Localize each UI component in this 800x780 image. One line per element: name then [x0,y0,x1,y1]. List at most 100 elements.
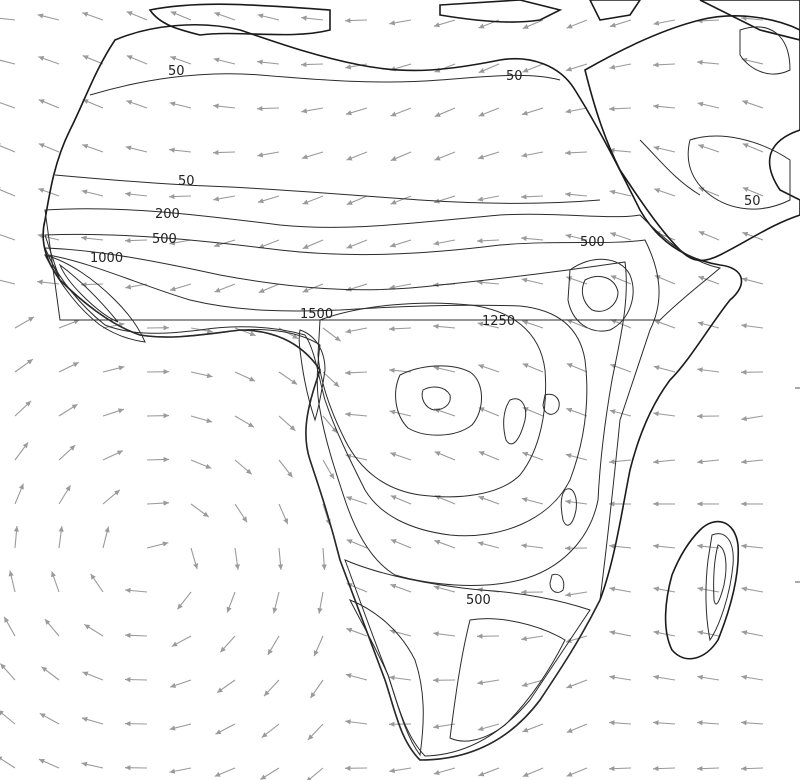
wind-arrowhead [310,692,316,699]
wind-arrowhead [0,143,1,145]
wind-arrowhead [477,196,484,202]
wind-arrowhead [81,189,88,195]
wind-arrowhead [90,573,96,580]
wind-arrowhead [114,489,120,496]
wind-arrowhead [697,674,704,680]
wind-arrowhead [741,630,748,636]
wind-arrowhead [163,500,169,506]
wind-arrowhead [126,100,133,105]
wind-arrowhead [478,68,485,73]
contour-label: 50 [744,194,761,209]
wind-arrowhead [521,589,527,595]
wind-arrow [0,279,16,285]
wind-arrowhead [241,516,248,523]
precipitation-contours [44,208,722,761]
wind-arrowhead [434,112,441,117]
wind-arrowhead [389,242,396,248]
contour-label: 1250 [482,314,515,329]
contour-label: 500 [466,593,491,608]
wind-arrowhead [742,100,749,106]
wind-arrowhead [478,495,485,501]
wind-arrowhead [390,452,397,458]
wind-arrowhead [82,671,89,677]
wind-arrowhead [522,24,529,29]
wind-arrowhead [38,143,45,149]
wind-arrowhead [39,713,46,719]
wind-arrowhead [389,20,396,26]
wind-arrowhead [249,331,256,337]
wind-arrowhead [346,496,353,502]
wind-arrowhead [220,646,226,653]
wind-arrowhead [301,108,308,114]
wind-arrowhead [82,55,89,61]
wind-arrowhead [125,587,131,594]
wind-arrowhead [697,543,703,549]
wind-arrowhead [126,11,133,17]
wind-arrowhead [125,721,131,727]
wind-arrowhead [433,770,440,776]
wind-arrowhead [653,543,659,549]
wind-arrowhead [277,564,284,570]
wind-arrowhead [206,418,213,424]
wind-arrowhead [654,319,661,325]
wind-arrowhead [390,111,397,117]
wind-arrowhead [478,364,485,370]
wind-arrowhead [125,765,131,771]
wind-arrowhead [389,675,395,681]
wind-arrowhead [283,518,289,525]
wind-arrowhead [177,603,183,610]
contour-label: 1000 [90,251,123,266]
frame-ticks [795,387,800,583]
wind-arrowhead [321,564,327,570]
wind-arrowhead [609,630,616,636]
wind-arrowhead [81,716,88,722]
wind-arrowhead [345,110,352,116]
wind-arrowhead [610,232,617,238]
wind-arrowhead [390,156,397,161]
wind-arrowhead [38,55,45,61]
contour-label: 50 [168,64,185,79]
wind-arrowhead [697,59,703,66]
wind-arrowhead [434,539,441,545]
wind-arrowhead [169,725,176,731]
wind-arrowhead [742,187,749,193]
wind-arrowhead [742,143,749,149]
wind-arrowhead [433,365,440,371]
arabian-peninsula [584,15,800,262]
wind-arrowhead [193,563,199,570]
wind-arrowhead [566,728,573,733]
wind-arrowhead [287,471,293,478]
wind-arrowhead [169,101,176,107]
wind-arrowhead [741,415,748,422]
wind-arrowhead [234,564,240,570]
wind-arrowhead [261,732,268,738]
wind-arrowhead [653,459,659,465]
wind-arrowhead [65,485,71,492]
wind-arrowhead [169,147,175,153]
wind-arrowhead [653,720,659,726]
wind-arrowhead [22,442,29,449]
wind-arrowhead [41,666,48,673]
wind-arrowhead [44,619,51,625]
wind-arrowhead [38,758,45,764]
wind-arrowhead [522,772,529,777]
wind-arrow [0,234,16,241]
wind-arrowhead [390,583,397,589]
wind-arrowhead [213,57,220,63]
wind-arrow [0,145,16,153]
wind-arrowhead [609,674,616,680]
wind-arrowhead [742,231,749,237]
wind-arrowhead [169,286,176,292]
wind-arrowhead [258,288,265,293]
wind-arrowhead [317,607,323,614]
wind-arrowhead [170,682,177,688]
contour-label: 50 [506,69,523,84]
wind-arrowhead [741,277,748,283]
wind-arrowhead [565,591,572,598]
wind-arrowhead [334,335,341,342]
wind-arrowhead [0,663,6,670]
contour-label: 500 [580,235,605,250]
wind-arrowhead [697,413,703,419]
wind-arrowhead [267,648,273,655]
